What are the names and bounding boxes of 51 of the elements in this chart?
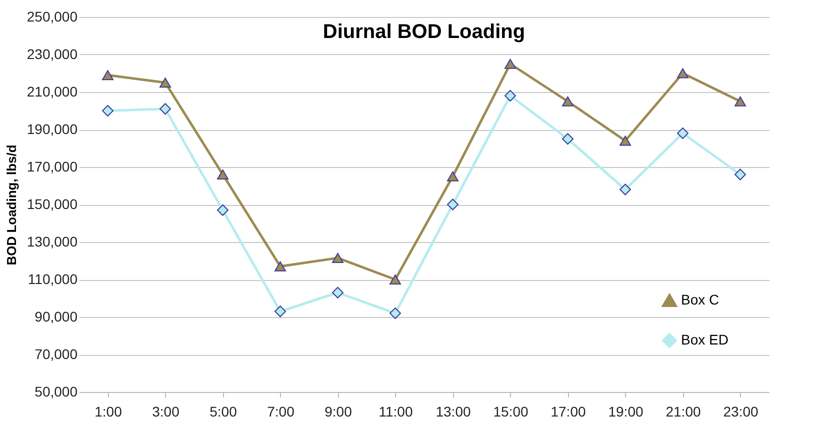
point bbox=[160, 103, 171, 115]
point bbox=[217, 204, 228, 216]
y-tick-label: 110,000 bbox=[28, 271, 78, 287]
x-tick-label: 7:00 bbox=[267, 404, 295, 420]
y-tick-label: 190,000 bbox=[26, 121, 78, 137]
chart-title: Diurnal BOD Loading bbox=[322, 21, 526, 43]
point bbox=[447, 171, 458, 182]
x-tick-label: 17:00 bbox=[550, 404, 586, 420]
y-axis-title: BOD Loading, lbs/d bbox=[4, 144, 19, 266]
x-tick-label: 3:00 bbox=[152, 404, 180, 420]
y-tick-label: 70,000 bbox=[34, 346, 78, 362]
x-tick-label: 15:00 bbox=[493, 404, 528, 420]
point bbox=[102, 105, 114, 116]
point bbox=[274, 306, 286, 318]
point bbox=[562, 96, 574, 106]
point bbox=[274, 261, 286, 272]
y-tick-label: 130,000 bbox=[26, 234, 78, 250]
point bbox=[160, 78, 171, 88]
point bbox=[390, 274, 401, 285]
legend-label: Box ED bbox=[681, 332, 728, 348]
point bbox=[734, 96, 746, 106]
x-tick-label: 21:00 bbox=[666, 404, 701, 420]
point bbox=[504, 90, 516, 102]
y-tick-label: 90,000 bbox=[34, 308, 78, 324]
y-tick-label: 250,000 bbox=[26, 8, 78, 24]
x-tick-label: 11:00 bbox=[378, 404, 413, 420]
legend-label: Box C bbox=[681, 292, 720, 308]
point bbox=[562, 133, 574, 145]
point bbox=[677, 68, 688, 78]
point bbox=[677, 128, 688, 139]
y-tick-label: 230,000 bbox=[26, 46, 78, 62]
point bbox=[734, 168, 746, 180]
x-tick-label: 1:00 bbox=[94, 404, 122, 420]
y-tick-label: 210,000 bbox=[26, 84, 78, 100]
point bbox=[217, 169, 228, 180]
x-tick-label: 5:00 bbox=[210, 404, 238, 420]
point bbox=[447, 198, 458, 210]
x-tick-label: 13:00 bbox=[436, 404, 471, 420]
y-tick-label: 170,000 bbox=[26, 158, 78, 174]
x-tick-label: 9:00 bbox=[324, 404, 352, 420]
y-tick-label: 50,000 bbox=[34, 384, 78, 400]
point bbox=[332, 286, 344, 298]
y-tick-label: 150,000 bbox=[26, 196, 78, 212]
x-tick-label: 19:00 bbox=[608, 404, 644, 420]
point bbox=[504, 58, 516, 69]
x-tick-label: 23:00 bbox=[723, 404, 758, 420]
point bbox=[390, 308, 401, 319]
point bbox=[620, 136, 631, 146]
point bbox=[102, 70, 114, 80]
point bbox=[332, 252, 344, 263]
point bbox=[620, 184, 631, 196]
